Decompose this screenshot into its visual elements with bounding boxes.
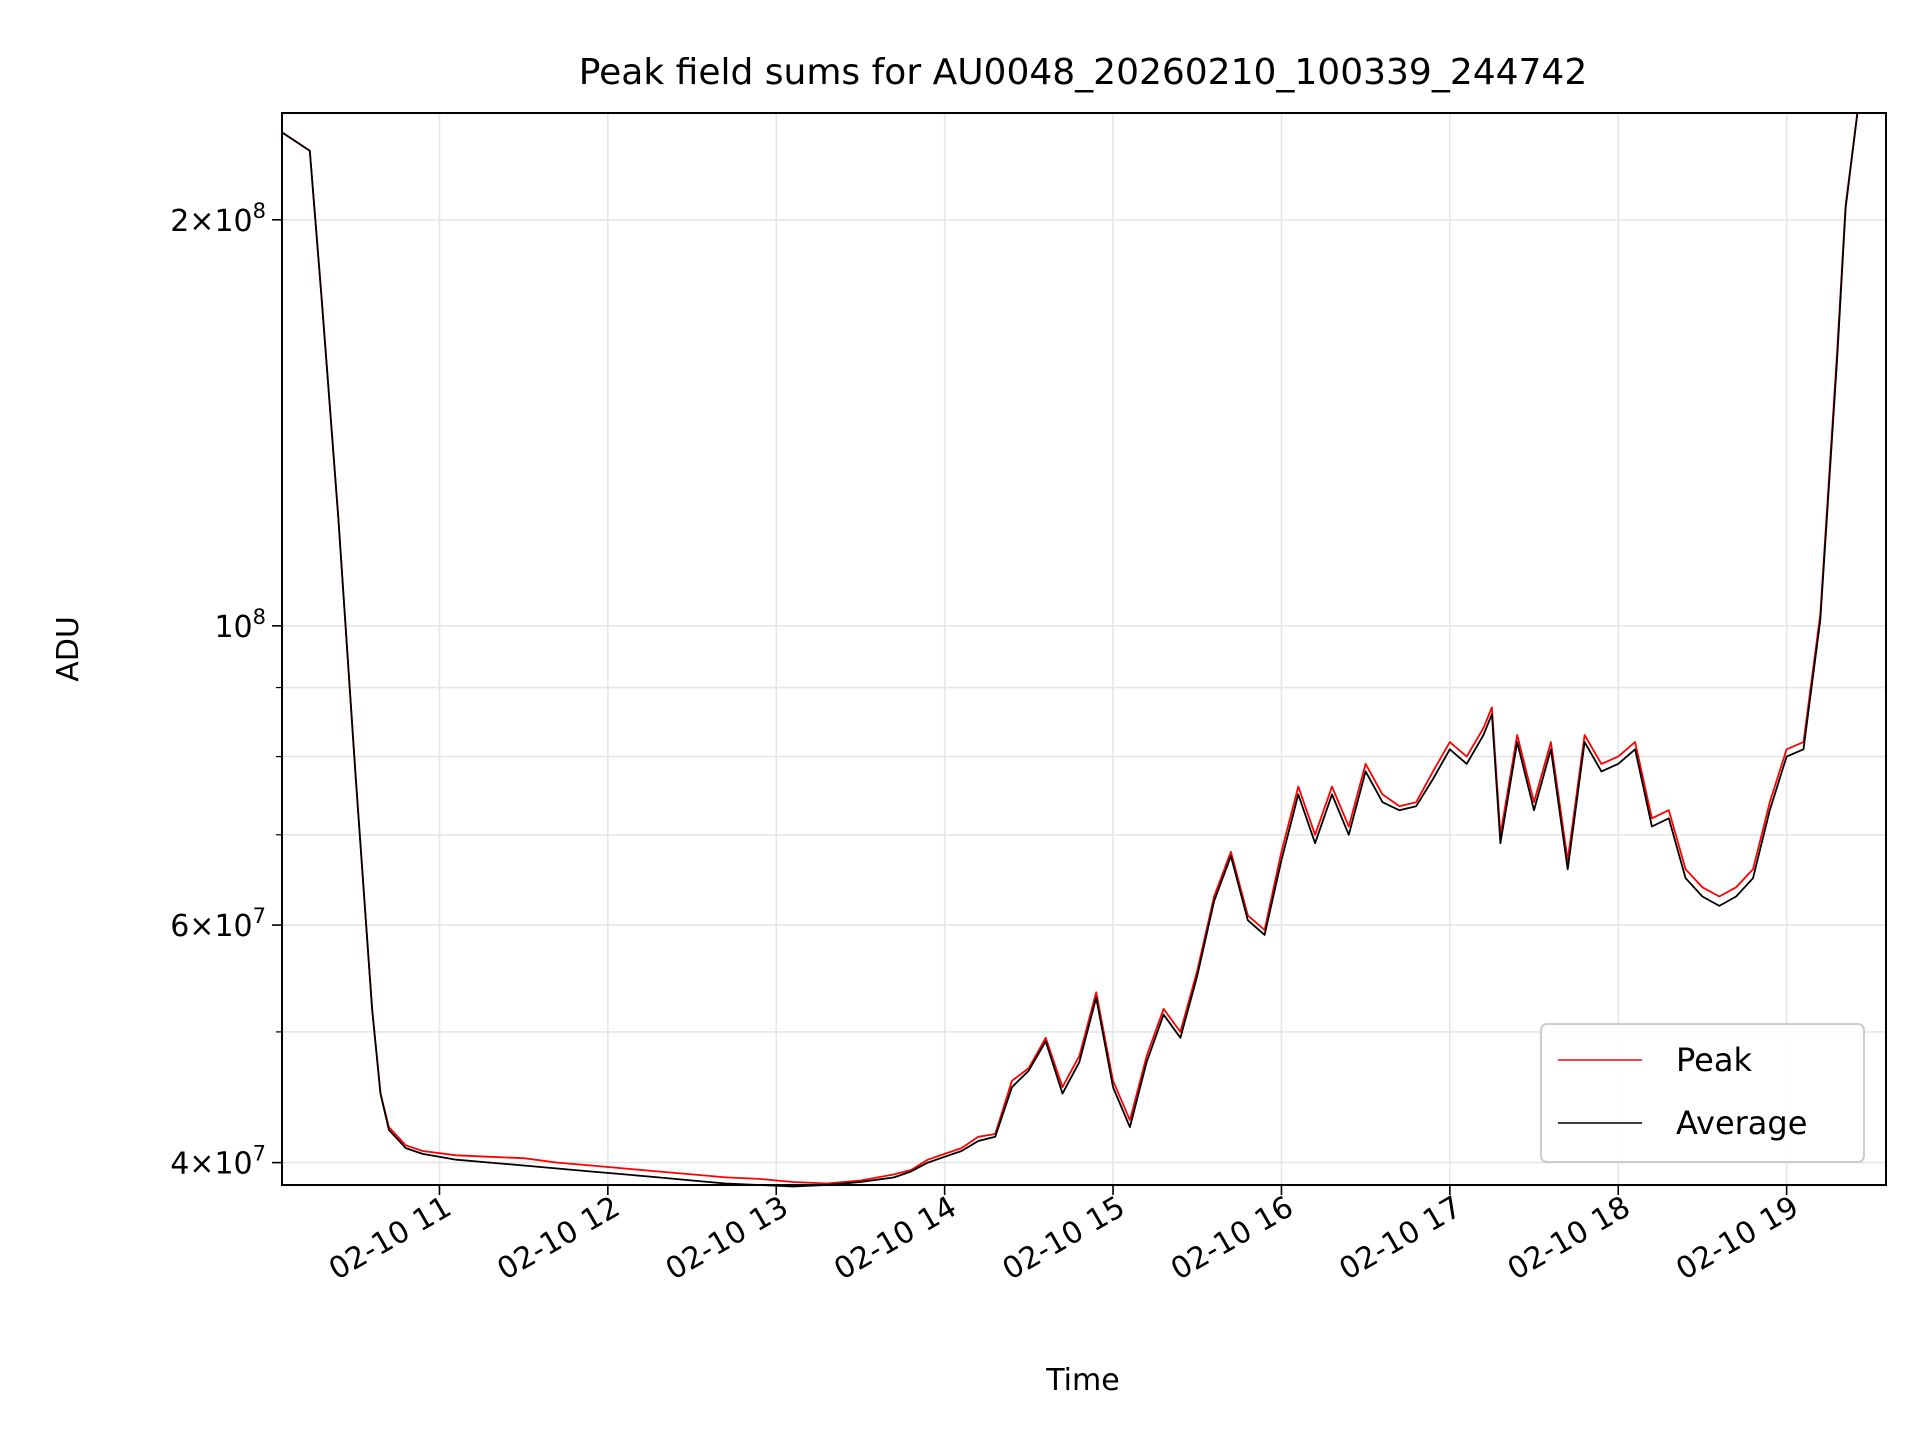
y-tick-label-2: 108 [214, 605, 266, 645]
series-line-peak [282, 112, 1886, 1185]
plot-area-frame [281, 112, 1887, 1186]
chart-title: Peak field sums for AU0048_20260210_1003… [579, 52, 1588, 93]
y-tick-label-1: 6×107 [170, 904, 266, 944]
legend-label-peak: Peak [1676, 1041, 1752, 1079]
series-layer [282, 112, 1886, 1188]
y-tick-label-0: 4×107 [170, 1142, 266, 1182]
legend-box [1540, 1023, 1865, 1163]
y-tick-label-3: 2×108 [170, 199, 266, 239]
series-line-average [282, 112, 1886, 1188]
y-axis-label: ADU [51, 616, 86, 682]
y-axis: 4×107 6×107 108 2×108 [170, 199, 282, 1182]
x-axis-label: Time [1045, 1363, 1119, 1398]
legend: Peak Average [1540, 1023, 1865, 1163]
legend-label-average: Average [1676, 1104, 1807, 1142]
